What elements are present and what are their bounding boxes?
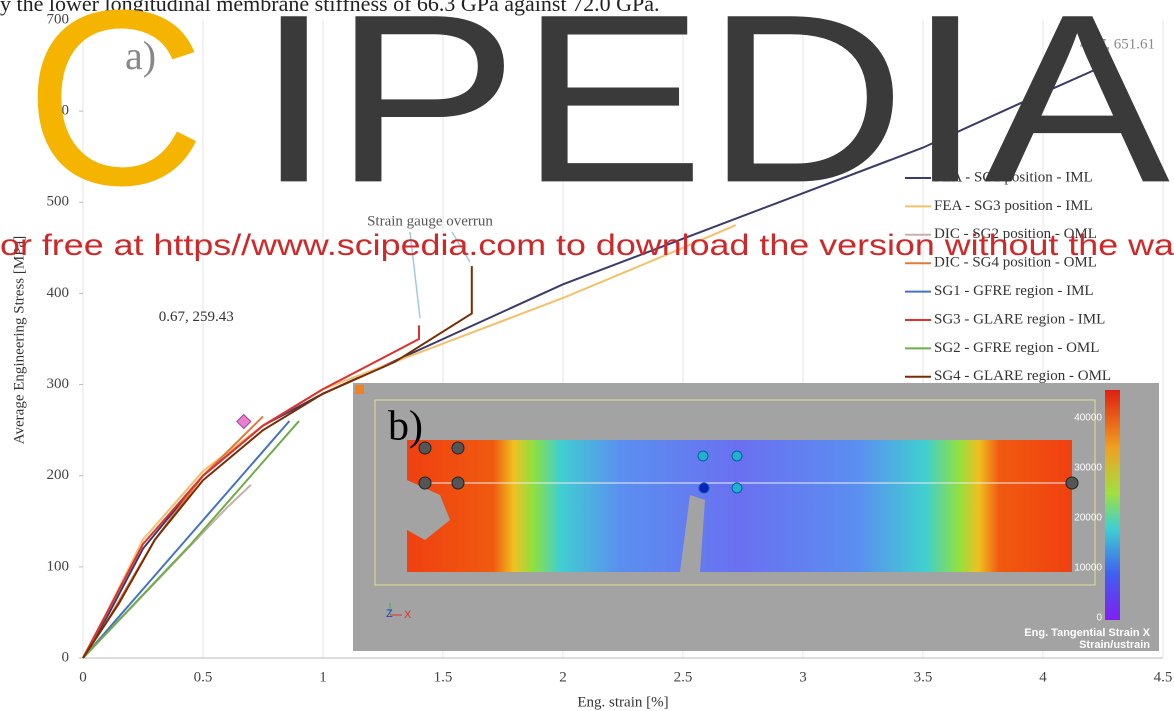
marker-dot: [1066, 477, 1078, 489]
legend-label: SG4 - GLARE region - OML: [934, 368, 1111, 384]
y-tick-label: 400: [47, 285, 70, 301]
series-line: [83, 421, 289, 658]
colorbar-tick-label: 20000: [1074, 513, 1102, 524]
axis-z-label: Z: [386, 608, 393, 620]
x-tick-label: 0: [79, 669, 87, 685]
page: y the lower longitudinal membrane stiffn…: [0, 0, 1174, 711]
y-tick-label: 200: [47, 467, 70, 483]
inset-icon: [355, 385, 364, 394]
marker-dot: [699, 483, 709, 493]
legend-label: SG3 - GLARE region - IML: [934, 311, 1105, 327]
marker-dot: [452, 477, 464, 489]
y-tick-label: 0: [62, 649, 70, 665]
x-tick-label: 4.5: [1154, 669, 1173, 685]
legend-label: SG1 - GFRE region - IML: [934, 283, 1094, 299]
colorbar: [1105, 390, 1120, 620]
series-line: [83, 421, 299, 658]
watermark-logo-letter: C: [25, 0, 206, 237]
marker-dot: [452, 442, 464, 454]
y-tick-label: 100: [47, 558, 70, 574]
colorbar-unit: Strain/ustrain: [1079, 639, 1150, 651]
marker-dot: [419, 477, 431, 489]
colorbar-tick-label: 0: [1096, 613, 1102, 624]
data-label: 0.67, 259.43: [159, 309, 234, 325]
yield-point: [237, 415, 251, 429]
inset-image: b) Z X Eng. Tangential Strain X Strain/u…: [353, 383, 1159, 651]
colorbar-tick-label: 10000: [1074, 563, 1102, 574]
figure: y the lower longitudinal membrane stiffn…: [0, 0, 1174, 711]
panel-label: b): [388, 404, 423, 450]
watermark: C IPEDIA or free at https//www.scipedia.…: [0, 0, 1174, 262]
x-tick-label: 2: [559, 669, 567, 685]
marker-dot: [732, 483, 742, 493]
colorbar-title: Eng. Tangential Strain X: [1024, 627, 1150, 639]
watermark-logo: IPEDIA: [255, 0, 1170, 232]
x-tick-label: 4: [1039, 669, 1047, 685]
watermark-banner: or free at https//www.scipedia.com to do…: [0, 229, 1174, 262]
x-tick-label: 0.5: [194, 669, 213, 685]
colorbar-tick-label: 30000: [1074, 463, 1102, 474]
x-tick-label: 3.5: [914, 669, 933, 685]
x-tick-label: 1: [319, 669, 327, 685]
x-axis-title: Eng. strain [%]: [577, 694, 668, 710]
colorbar-tick-label: 40000: [1074, 413, 1102, 424]
x-tick-label: 2.5: [674, 669, 693, 685]
x-tick-label: 1.5: [434, 669, 453, 685]
legend-label: SG2 - GFRE region - OML: [934, 340, 1099, 356]
y-tick-label: 300: [47, 376, 70, 392]
marker-dot: [698, 451, 708, 461]
y-axis-title: Average Engineering Stress [MPa]: [11, 236, 27, 444]
x-tick-label: 3: [799, 669, 807, 685]
axis-x-label: X: [404, 609, 412, 621]
marker-dot: [732, 451, 742, 461]
